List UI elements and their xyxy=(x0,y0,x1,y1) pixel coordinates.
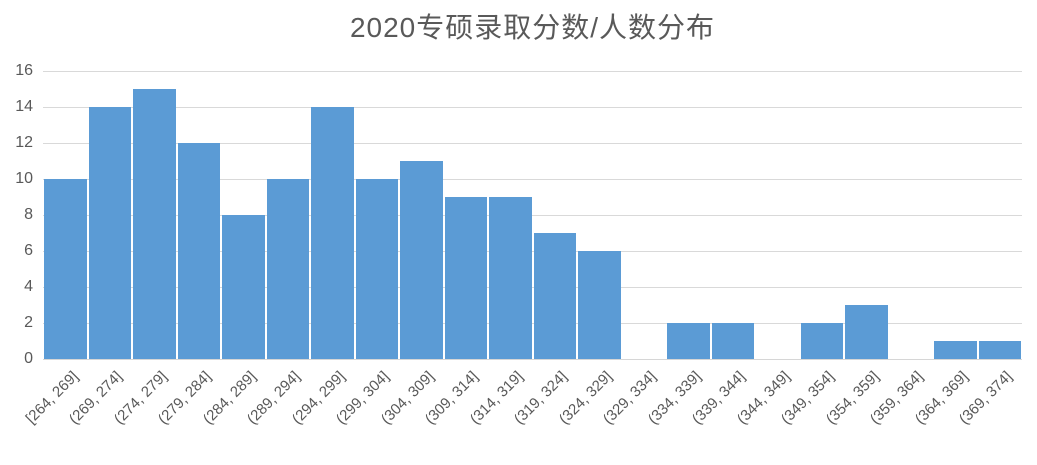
bar-(269, 274][interactable] xyxy=(88,107,131,359)
y-tick-label: 6 xyxy=(24,242,33,259)
y-tick-label: 0 xyxy=(24,350,33,367)
bar-(314, 319][interactable] xyxy=(489,197,532,359)
bar-(349, 354][interactable] xyxy=(800,323,843,359)
y-tick-label: 2 xyxy=(24,314,33,331)
gridline xyxy=(43,107,1022,108)
bar-(299, 304][interactable] xyxy=(355,179,398,359)
y-tick-label: 4 xyxy=(24,278,33,295)
y-tick-label: 14 xyxy=(15,98,33,115)
gridline xyxy=(43,143,1022,144)
bar-(319, 324][interactable] xyxy=(533,233,576,359)
y-tick-label: 16 xyxy=(15,62,33,79)
bar-(354, 359][interactable] xyxy=(845,305,888,359)
gridline xyxy=(43,71,1022,72)
y-tick-label: 12 xyxy=(15,134,33,151)
plot-area xyxy=(43,71,1022,360)
bar-(324, 329][interactable] xyxy=(578,251,621,359)
bar-(294, 299][interactable] xyxy=(311,107,354,359)
bar-[264, 269][interactable] xyxy=(44,179,87,359)
bar-(284, 289][interactable] xyxy=(222,215,265,359)
bar-(309, 314][interactable] xyxy=(444,197,487,359)
gridline xyxy=(43,215,1022,216)
bar-(304, 309][interactable] xyxy=(400,161,443,359)
gridline xyxy=(43,323,1022,324)
gridline xyxy=(43,251,1022,252)
bar-(279, 284][interactable] xyxy=(177,143,220,359)
bar-(289, 294][interactable] xyxy=(266,179,309,359)
y-tick-label: 10 xyxy=(15,170,33,187)
bar-(334, 339][interactable] xyxy=(667,323,710,359)
y-tick-label: 8 xyxy=(24,206,33,223)
bar-(274, 279][interactable] xyxy=(133,89,176,359)
gridline xyxy=(43,179,1022,180)
chart-title: 2020专硕录取分数/人数分布 xyxy=(349,12,716,43)
bar-(369, 374][interactable] xyxy=(978,341,1021,359)
gridline xyxy=(43,287,1022,288)
bar-(364, 369][interactable] xyxy=(934,341,977,359)
bar-(339, 344][interactable] xyxy=(711,323,754,359)
